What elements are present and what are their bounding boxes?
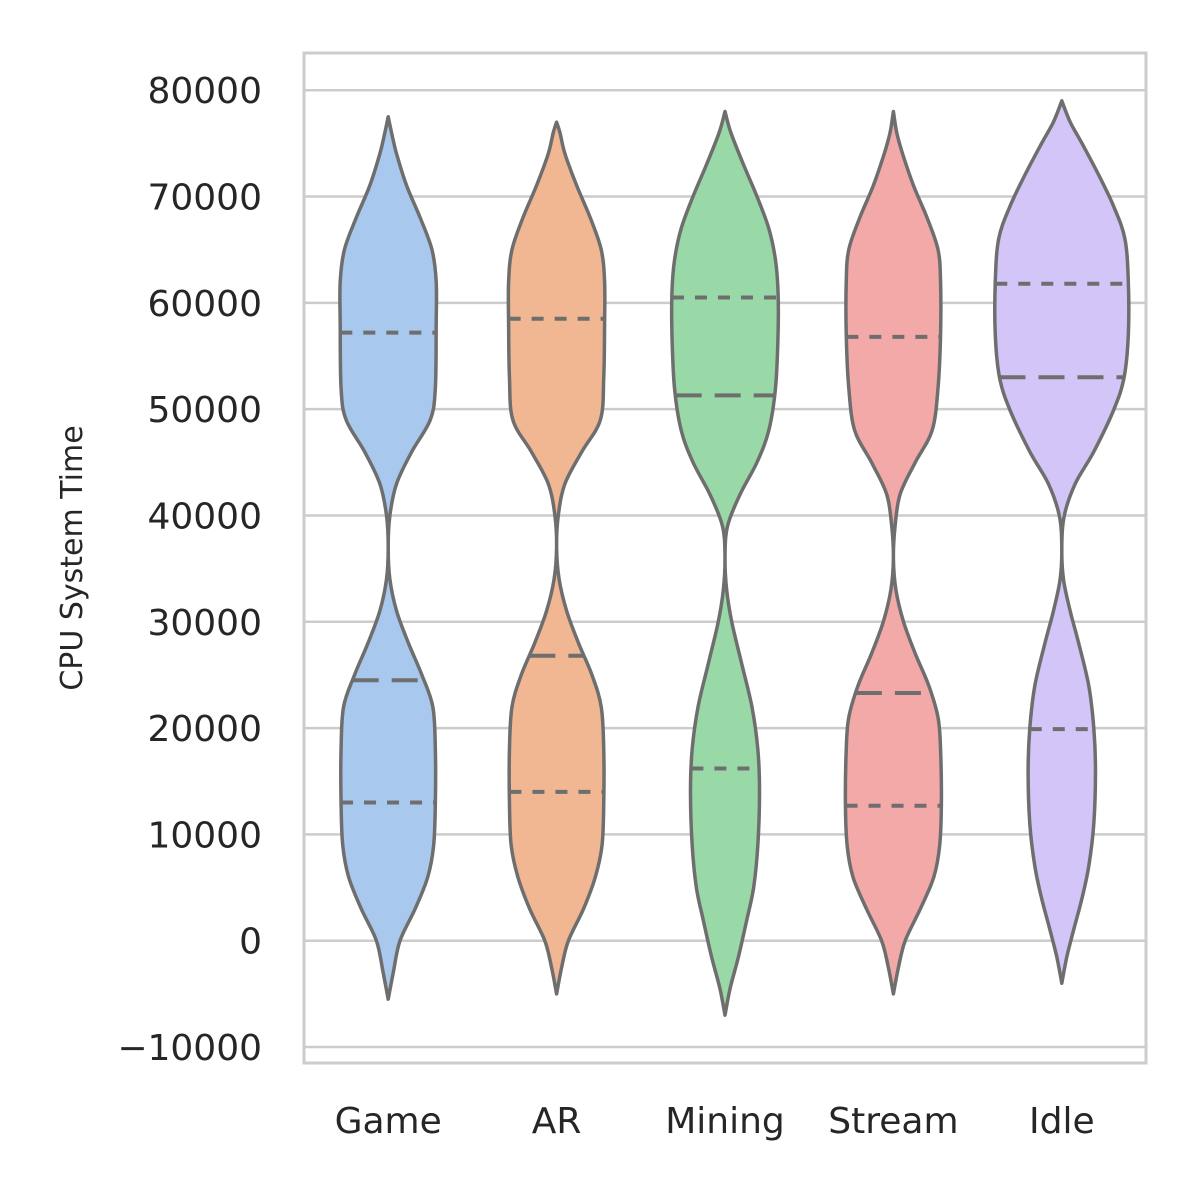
x-tick-label: Stream — [828, 1101, 958, 1142]
y-tick-label: 10000 — [147, 815, 262, 856]
y-tick-label: 20000 — [147, 709, 262, 750]
violin-body — [993, 99, 1131, 986]
violin-body — [669, 109, 781, 1017]
y-tick-label: 40000 — [147, 496, 262, 537]
violin-stream — [843, 109, 944, 996]
violin-body — [506, 120, 607, 996]
y-tick-label: 80000 — [147, 71, 262, 112]
violin-ar — [506, 120, 607, 996]
y-tick-label: 60000 — [147, 284, 262, 325]
x-tick-label: Idle — [1029, 1101, 1095, 1142]
y-tick-label: −10000 — [117, 1028, 262, 1069]
x-tick-label: Mining — [665, 1101, 785, 1142]
violin-game — [338, 115, 439, 1001]
violins — [338, 99, 1131, 1017]
x-tick-label: AR — [532, 1101, 582, 1142]
y-tick-labels: −10000 0 10000 20000 30000 40000 50000 60000 700… — [117, 71, 262, 1069]
violin-idle — [993, 99, 1131, 986]
y-tick-label: 50000 — [147, 390, 262, 431]
y-tick-label: 30000 — [147, 603, 262, 644]
violin-mining — [669, 109, 781, 1017]
y-axis-label: CPU System Time — [55, 425, 90, 690]
x-tick-labels: Game AR Mining Stream Idle — [335, 1101, 1095, 1142]
x-tick-label: Game — [335, 1101, 442, 1142]
plot-frame — [302, 51, 1148, 1065]
y-tick-label: 0 — [239, 922, 262, 963]
violin-body — [338, 115, 439, 1001]
violin-body — [843, 109, 944, 996]
y-tick-label: 70000 — [147, 178, 262, 219]
